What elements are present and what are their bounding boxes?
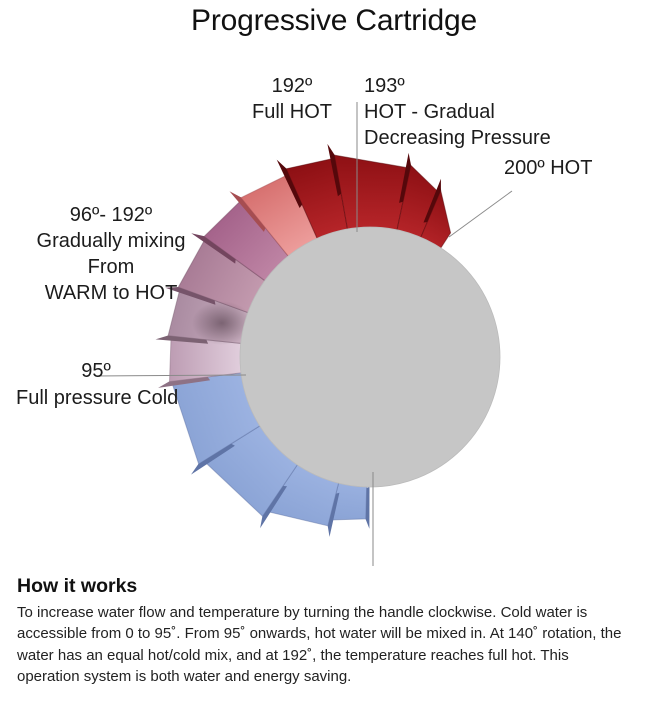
label-192-full-hot: 192º Full HOT [242,73,342,125]
label-193-text-2: Decreasing Pressure [364,127,551,149]
paragraph-line: To increase water flow and temperature b… [17,604,588,621]
label-mixing-text-3: WARM to HOT [44,282,178,304]
label-200-hot: 200º HOT [504,157,593,179]
label-193-gradual: 193º HOT - Gradual Decreasing Pressure [364,73,564,151]
label-95-cold: 95º Full pressure Cold [16,358,179,412]
label-95-degrees: 95º [81,360,111,382]
label-192-text: Full HOT [252,101,332,123]
label-192-degrees: 192º [271,75,313,97]
label-mixing-text-2: From [87,256,135,278]
leader-lines [94,102,513,566]
label-95-text: Full pressure Cold [16,387,179,409]
label-mixing-range: 96º- 192º [69,204,153,226]
blade-shadow-smudge [192,301,252,345]
blade-edge-warm-4 [191,233,238,264]
label-193-text-1: HOT - Gradual [364,101,495,123]
label-193-degrees: 193º [364,75,405,97]
paragraph-line: water has an equal hot/cold mix, and at … [17,646,569,664]
how-it-works-paragraph: To increase water flow and temperature b… [17,602,665,688]
leader-line-95 [94,374,247,377]
cartridge-body-circle [239,226,501,488]
leader-line-200 [448,190,513,238]
label-mixing: 96º- 192º Gradually mixing From WARM to … [21,202,201,306]
page-title: Progressive Cartridge [191,4,477,37]
paragraph-line: accessible from 0 to 95˚. From 95˚ onwar… [17,625,622,643]
how-it-works-heading: How it works [17,575,138,597]
label-mixing-text-1: Gradually mixing [36,230,186,252]
paragraph-line: operation system is both water and energ… [17,668,352,686]
